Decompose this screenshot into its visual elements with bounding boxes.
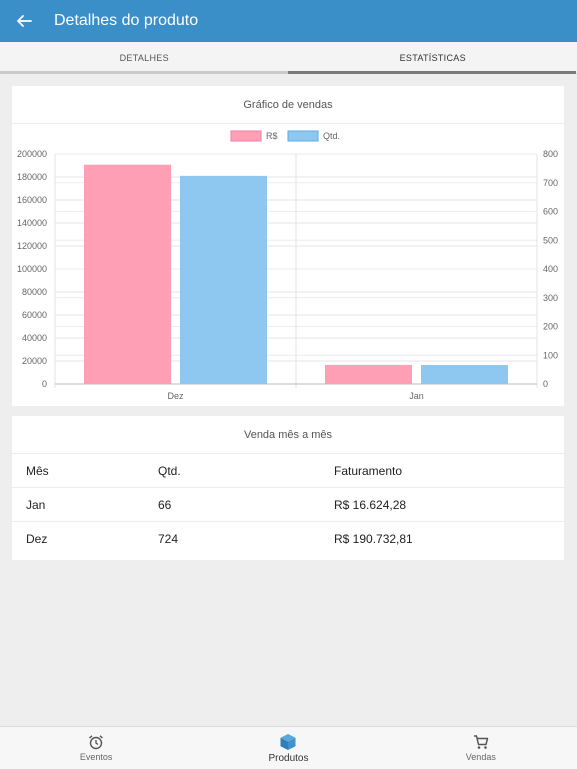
column-header-qtd: Qtd. <box>158 463 181 478</box>
sales-chart: 0 20000 40000 60000 80000 100000 120000 140000 1… <box>17 130 558 401</box>
nav-eventos[interactable]: Eventos <box>0 727 192 769</box>
x-tick-label: Dez <box>167 391 184 401</box>
column-header-mes: Mês <box>26 463 49 478</box>
column-header-faturamento: Faturamento <box>334 463 403 478</box>
nav-eventos-label: Eventos <box>79 752 113 762</box>
cell-qtd: 66 <box>158 497 172 512</box>
cell-mes: Jan <box>26 497 46 512</box>
nav-vendas-label: Vendas <box>465 752 496 762</box>
bottom-nav: Eventos Produtos Vendas <box>0 726 577 769</box>
cell-qtd: 724 <box>158 532 179 546</box>
y-left-tick-label: 60000 <box>22 310 47 320</box>
legend-swatch <box>230 130 262 142</box>
y-right-tick-label: 500 <box>543 235 558 245</box>
y-right-tick-label: 700 <box>543 178 558 188</box>
cell-faturamento: R$ 16.624,28 <box>334 497 407 512</box>
bar-qtd-jan <box>421 365 508 384</box>
alarm-clock-icon <box>89 735 104 750</box>
app-bar: Detalhes do produto <box>0 0 577 42</box>
x-tick-label: Jan <box>409 391 424 401</box>
legend-swatch <box>287 130 319 142</box>
nav-produtos-label: Produtos <box>268 752 309 764</box>
y-left-tick-label: 160000 <box>17 195 47 205</box>
y-left-tick-label: 100000 <box>17 264 47 274</box>
chart-card-title: Gráfico de vendas <box>12 86 564 124</box>
tab-bar: DETALHES ESTATÍSTICAS <box>0 42 577 74</box>
cart-icon <box>473 735 489 749</box>
cell-mes: Dez <box>26 532 48 546</box>
cube-icon <box>280 733 296 750</box>
table-row: Dez 724 R$ 190.732,81 <box>12 522 564 556</box>
y-left-tick-label: 140000 <box>17 218 47 228</box>
table-row: Jan 66 R$ 16.624,28 <box>12 488 564 522</box>
arrow-left-icon <box>17 15 32 27</box>
tab-active-indicator <box>288 71 576 74</box>
tab-detalhes[interactable]: DETALHES <box>0 42 289 73</box>
y-right-tick-label: 100 <box>543 350 558 360</box>
bar-r-jan <box>325 364 412 384</box>
bar-r-dez <box>84 164 171 384</box>
y-right-tick-label: 600 <box>543 207 558 217</box>
y-left-tick-label: 200000 <box>17 149 47 159</box>
nav-produtos[interactable]: Produtos <box>192 727 384 769</box>
legend-label: Qtd. <box>323 131 340 141</box>
table-card-title: Venda mês a mês <box>12 416 564 454</box>
table-header-row: Mês Qtd. Faturamento <box>12 454 564 488</box>
tab-estatisticas[interactable]: ESTATÍSTICAS <box>289 42 577 73</box>
y-right-tick-label: 400 <box>543 264 558 274</box>
y-left-tick-label: 80000 <box>22 287 47 297</box>
chart-card: Gráfico de vendas 0 20000 40000 60000 80000 1… <box>12 86 564 406</box>
y-right-tick-label: 300 <box>543 293 558 303</box>
y-left-tick-label: 0 <box>42 379 47 389</box>
tab-estatisticas-label: ESTATÍSTICAS <box>399 52 466 63</box>
y-left-tick-label: 180000 <box>17 172 47 182</box>
y-left-tick-label: 120000 <box>17 241 47 251</box>
bar-qtd-dez <box>180 175 267 384</box>
legend-label: R$ <box>266 131 278 141</box>
page-title: Detalhes do produto <box>54 12 199 29</box>
tab-track <box>0 71 288 74</box>
y-right-tick-label: 0 <box>543 379 548 389</box>
y-right-tick-label: 800 <box>543 149 558 159</box>
tab-detalhes-label: DETALHES <box>119 52 169 63</box>
cell-faturamento: R$ 190.732,81 <box>334 532 413 546</box>
nav-vendas[interactable]: Vendas <box>385 727 577 769</box>
y-left-tick-label: 20000 <box>22 356 47 366</box>
back-button[interactable] <box>0 0 48 42</box>
y-left-tick-label: 40000 <box>22 333 47 343</box>
y-right-tick-label: 200 <box>543 322 558 332</box>
monthly-sales-card: Venda mês a mês Mês Qtd. Faturamento Jan… <box>12 416 564 560</box>
